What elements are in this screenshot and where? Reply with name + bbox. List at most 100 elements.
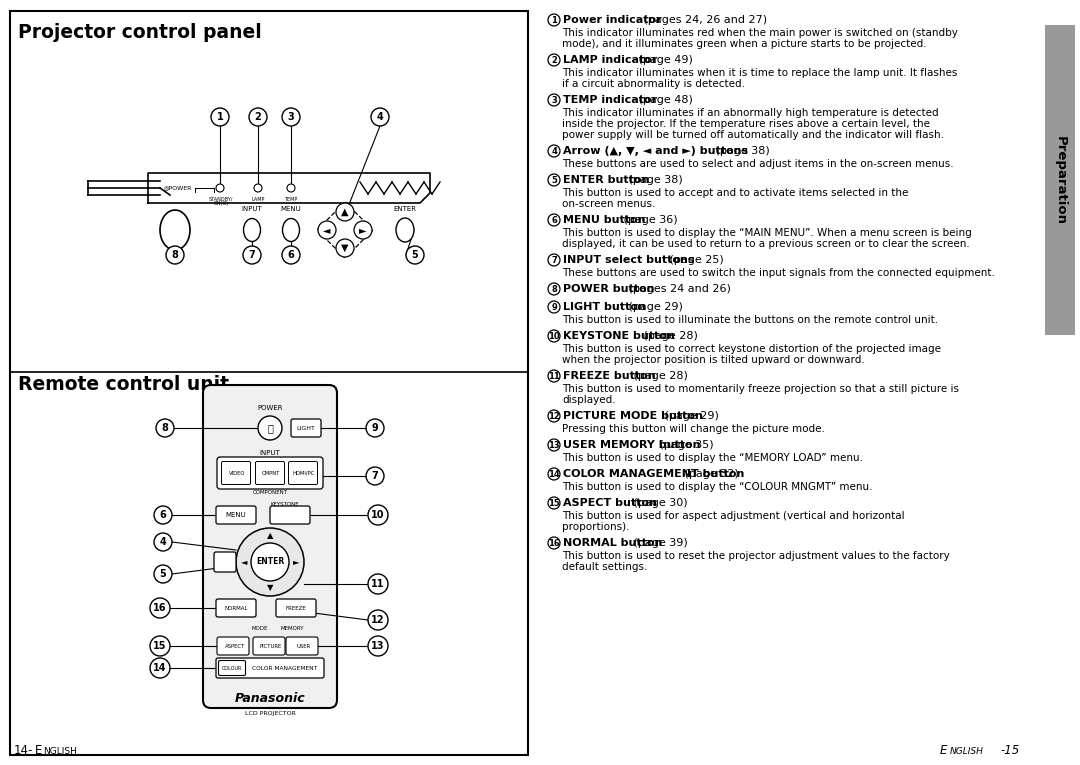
Circle shape <box>211 108 229 126</box>
Text: ASPECT button: ASPECT button <box>563 498 657 508</box>
Ellipse shape <box>160 210 190 250</box>
Circle shape <box>548 537 561 549</box>
Text: (page 39): (page 39) <box>630 538 688 548</box>
Circle shape <box>282 246 300 264</box>
Text: 4: 4 <box>377 112 383 122</box>
Circle shape <box>154 565 172 583</box>
Circle shape <box>548 174 561 186</box>
Text: (page 28): (page 28) <box>640 331 698 341</box>
Text: POWER: POWER <box>257 405 283 411</box>
FancyBboxPatch shape <box>218 660 245 675</box>
Text: KEYSTONE button: KEYSTONE button <box>563 331 675 341</box>
Text: 7: 7 <box>372 471 378 481</box>
Text: inside the projector. If the temperature rises above a certain level, the: inside the projector. If the temperature… <box>562 119 930 129</box>
Text: ◄: ◄ <box>323 225 330 235</box>
Circle shape <box>366 467 384 485</box>
Text: 15: 15 <box>549 499 559 507</box>
Text: 12: 12 <box>372 615 384 625</box>
Text: E: E <box>35 744 42 757</box>
Text: Preparation: Preparation <box>1053 135 1067 224</box>
Circle shape <box>548 468 561 480</box>
Text: This button is used to display the “MAIN MENU”. When a menu screen is being: This button is used to display the “MAIN… <box>562 228 972 238</box>
Text: This button is used to display the “MEMORY LOAD” menu.: This button is used to display the “MEMO… <box>562 453 863 463</box>
Text: 2: 2 <box>255 112 261 122</box>
Text: 13: 13 <box>549 441 559 450</box>
Text: (pages 24, 26 and 27): (pages 24, 26 and 27) <box>640 15 768 25</box>
Text: 1: 1 <box>217 112 224 122</box>
FancyBboxPatch shape <box>291 419 321 437</box>
Text: 5: 5 <box>411 250 418 260</box>
Text: ►: ► <box>360 225 367 235</box>
Text: NGLISH: NGLISH <box>950 747 984 756</box>
Text: on-screen menus.: on-screen menus. <box>562 199 656 209</box>
Text: MENU: MENU <box>281 206 301 212</box>
Text: (page 29): (page 29) <box>625 302 683 312</box>
Text: 12: 12 <box>549 412 559 421</box>
Text: ▲: ▲ <box>267 532 273 541</box>
Circle shape <box>368 505 388 525</box>
Text: LIGHT: LIGHT <box>297 425 315 431</box>
Text: (page 25): (page 25) <box>666 255 724 265</box>
Bar <box>10 11 528 755</box>
Ellipse shape <box>396 218 414 242</box>
Text: INPUT: INPUT <box>242 206 262 212</box>
Text: LCD PROJECTOR: LCD PROJECTOR <box>244 711 296 715</box>
Text: COLOUR: COLOUR <box>221 666 242 670</box>
Circle shape <box>336 239 354 257</box>
Text: This button is used to reset the projector adjustment values to the factory: This button is used to reset the project… <box>562 551 949 561</box>
Text: 1: 1 <box>551 15 557 24</box>
Text: E: E <box>940 744 947 757</box>
Text: LIGHT button: LIGHT button <box>563 302 646 312</box>
Text: USER: USER <box>297 643 311 649</box>
Circle shape <box>354 221 372 239</box>
Text: KEYSTONE: KEYSTONE <box>271 502 299 507</box>
Text: COMPONENT: COMPONENT <box>253 490 287 495</box>
Text: FREEZE: FREEZE <box>285 606 307 610</box>
Text: MENU button: MENU button <box>563 215 646 225</box>
Circle shape <box>254 184 262 192</box>
Text: This button is used to momentarily freeze projection so that a still picture is: This button is used to momentarily freez… <box>562 384 959 394</box>
FancyBboxPatch shape <box>286 637 318 655</box>
Text: TEMP: TEMP <box>284 197 298 202</box>
Text: Projector control panel: Projector control panel <box>18 23 261 42</box>
Text: POWER button: POWER button <box>563 284 654 294</box>
Text: 7: 7 <box>248 250 255 260</box>
Text: 11: 11 <box>372 579 384 589</box>
Circle shape <box>216 184 224 192</box>
Text: PICTURE: PICTURE <box>260 643 282 649</box>
Text: ASPECT: ASPECT <box>225 643 245 649</box>
Circle shape <box>368 610 388 630</box>
Text: ▼: ▼ <box>267 584 273 593</box>
Text: MODE: MODE <box>252 626 268 631</box>
Text: power supply will be turned off automatically and the indicator will flash.: power supply will be turned off automati… <box>562 130 944 140</box>
Text: 2: 2 <box>551 56 557 64</box>
Text: ►: ► <box>293 558 299 567</box>
FancyBboxPatch shape <box>216 599 256 617</box>
Text: ⏻: ⏻ <box>267 423 273 433</box>
Text: 4: 4 <box>551 147 557 155</box>
Text: 15: 15 <box>153 641 166 651</box>
Text: These buttons are used to switch the input signals from the connected equipment.: These buttons are used to switch the inp… <box>562 268 995 278</box>
Text: proportions).: proportions). <box>562 522 630 532</box>
Text: ENTER button: ENTER button <box>563 175 649 185</box>
Circle shape <box>548 497 561 509</box>
Text: Power indicator: Power indicator <box>563 15 662 25</box>
Text: displayed.: displayed. <box>562 395 616 405</box>
Text: USER MEMORY button: USER MEMORY button <box>563 440 701 450</box>
Ellipse shape <box>243 219 260 242</box>
Text: INPUT select buttons: INPUT select buttons <box>563 255 694 265</box>
Text: (page 49): (page 49) <box>635 55 693 65</box>
Text: 3: 3 <box>287 112 295 122</box>
Text: 4: 4 <box>160 537 166 547</box>
Text: default settings.: default settings. <box>562 562 647 572</box>
Circle shape <box>548 439 561 451</box>
Text: 7: 7 <box>551 256 557 265</box>
Text: (page 32): (page 32) <box>681 469 739 479</box>
Text: This indicator illuminates red when the main power is switched on (standby: This indicator illuminates red when the … <box>562 28 958 38</box>
Text: 10: 10 <box>549 331 559 340</box>
Circle shape <box>282 108 300 126</box>
Circle shape <box>150 636 170 656</box>
Circle shape <box>548 410 561 422</box>
Text: when the projector position is tilted upward or downward.: when the projector position is tilted up… <box>562 355 865 365</box>
Circle shape <box>548 14 561 26</box>
